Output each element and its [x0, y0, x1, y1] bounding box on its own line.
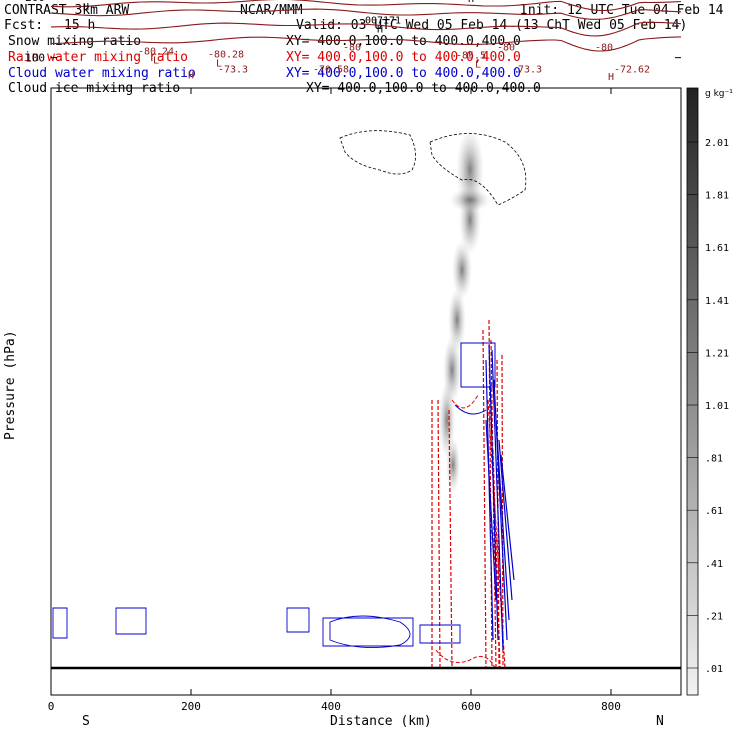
x-tick-label: 400 — [321, 700, 341, 713]
colorbar-tick-label: 2.01 — [705, 138, 729, 149]
cloud-water-contour — [488, 344, 499, 641]
legend-snow-label: Snow mixing ratio — [8, 34, 141, 49]
cloud-water-contour — [419, 624, 461, 644]
direction-south: S — [82, 714, 90, 729]
plot-frame — [50, 87, 682, 696]
colorbar-tick-label: .21 — [705, 611, 723, 622]
legend-cloud-water-xy: XY= 400.0,100.0 to 400.0,400.0 — [286, 66, 521, 81]
cloud-water-contour — [485, 419, 497, 601]
temperature-contour — [50, 8, 682, 20]
cloud-water-contour — [460, 342, 496, 388]
rain-contour — [448, 409, 453, 669]
cloud-water-contour — [52, 607, 68, 639]
cloud-water-contour — [495, 419, 510, 621]
colorbar-tick-label: .61 — [705, 506, 723, 517]
x-axis-title: Distance (km) — [330, 714, 432, 729]
rain-contour — [492, 449, 501, 669]
direction-north: N — [656, 714, 664, 729]
colorbar-tick-label: .41 — [705, 559, 723, 570]
temperature-label: -80.24 — [138, 46, 174, 57]
temperature-label: -80 — [497, 43, 515, 54]
temperature-label: -72.62 — [614, 65, 650, 76]
maxima-label: L — [153, 55, 159, 66]
cloud-ice-contour — [429, 133, 527, 206]
y-tick-label: 200 — [25, 0, 45, 4]
colorbar-tick-label: .01 — [705, 664, 723, 675]
colorbar-tick-label: 1.61 — [705, 243, 729, 254]
cloud-water-contour — [329, 615, 411, 649]
colorbar-tick-label: 1.01 — [705, 401, 729, 412]
x-tick-label: 600 — [461, 700, 481, 713]
x-tick-label: 0 — [48, 700, 55, 713]
cloud-water-contour — [498, 439, 513, 601]
legend-rain-xy: XY= 400.0,100.0 to 400.0,400.0 — [286, 50, 521, 65]
colorbar: g kg⁻¹ 2.01 1.81 1.61 1.41 1.21 1.01 .81 .61 .41… — [686, 87, 733, 696]
x-tick-label: 800 — [601, 700, 621, 713]
temperature-label: -73.3 — [512, 65, 542, 76]
contour-labels: -73.3 -70.58 -73.3 -72.62-80.24 -80.28 -85.5-… — [65, 0, 650, 83]
cloud-ice-contour — [339, 130, 416, 175]
rain-contour — [482, 329, 487, 669]
forecast-value: 15 h — [64, 18, 95, 33]
convective-column — [52, 319, 515, 669]
maxima-label: H — [608, 72, 614, 83]
maxima-label: L — [475, 60, 481, 71]
temperature-label: -73.3 — [218, 65, 248, 76]
cloud-water-contour — [500, 454, 515, 581]
cloud-water-contour — [491, 349, 504, 651]
x-tick-label: 200 — [181, 700, 201, 713]
maxima-label: H — [188, 71, 194, 82]
snow-plume-blob — [450, 188, 490, 212]
maxima-label: H — [468, 0, 474, 5]
temperature-contour — [50, 36, 682, 52]
colorbar-unit: g kg⁻¹ — [705, 89, 733, 99]
y-axis-title: Pressure (hPa) — [3, 330, 18, 440]
maxima-label: H — [377, 25, 383, 36]
axes: 0200400600800100200300400500600700800900… — [25, 0, 681, 713]
y-tick-label: 100 — [25, 52, 45, 65]
temperature-label: -70.58 — [313, 65, 349, 76]
legend-snow-xy: XY= 400.0,100.0 to 400.0,400.0 — [286, 34, 521, 49]
rain-contour — [496, 359, 500, 669]
temperature-label: -80 — [595, 43, 613, 54]
valid-time: Valid: 03 UTC Wed 05 Feb 14 (13 ChT Wed … — [296, 18, 687, 33]
temperature-contour — [50, 0, 682, 12]
temperature-contours — [50, 0, 682, 52]
maxima-label: .000041 — [65, 0, 107, 2]
cloud-water-contour — [115, 607, 147, 635]
rain-contour — [435, 649, 496, 669]
colorbar-tick-label: 1.81 — [705, 191, 729, 202]
maxima-label: L — [216, 59, 222, 70]
colorbar-tick-label: 1.21 — [705, 348, 729, 359]
colorbar-gradient — [686, 87, 699, 696]
legend-cloud-water-label: Cloud water mixing ratio — [8, 66, 196, 81]
temperature-label: -80.28 — [208, 49, 244, 60]
forecast-label: Fcst: — [4, 18, 43, 33]
legend: Snow mixing ratio XY= 400.0,100.0 to 400… — [8, 34, 541, 96]
cloud-water-contour — [485, 359, 494, 641]
model-title: CONTRAST 3km ARW — [4, 3, 129, 18]
legend-rain-label: Rain water mixing ratio — [8, 50, 188, 65]
colorbar-tick-label: .81 — [705, 454, 723, 465]
snow-plume-blob — [446, 437, 460, 493]
cloud-water-contour — [286, 607, 310, 633]
cloud-water-contour — [454, 404, 487, 415]
maxima-label: H — [83, 2, 89, 13]
rain-contour — [451, 394, 479, 409]
temperature-label: -85.5 — [456, 51, 486, 62]
init-time: Init: 12 UTC Tue 04 Feb 14 — [520, 3, 724, 18]
colorbar-tick-label: 1.41 — [705, 296, 729, 307]
snow-plume-blob — [452, 240, 472, 300]
maxima-label: .007171 — [359, 15, 401, 26]
snow-plume — [339, 128, 527, 493]
temperature-contour — [50, 21, 682, 37]
rain-contour — [437, 399, 441, 669]
temperature-label: -80 — [343, 43, 361, 54]
